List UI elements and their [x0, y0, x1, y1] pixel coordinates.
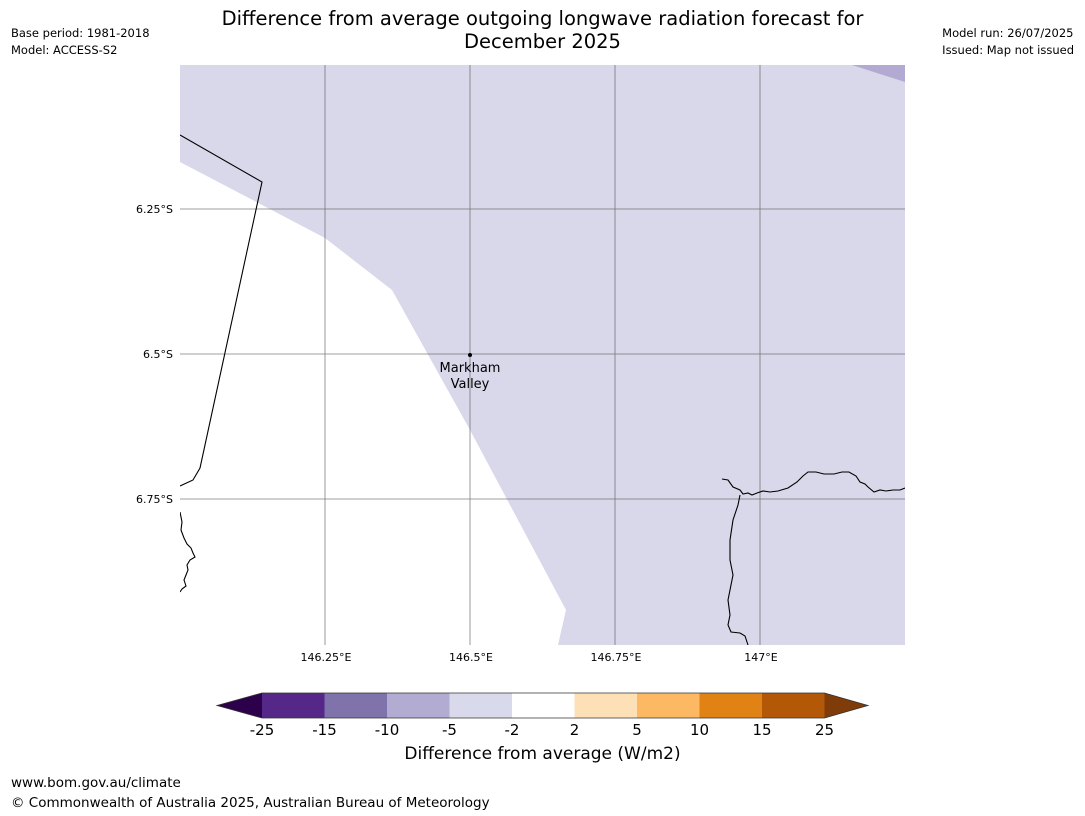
title-line-2: December 2025	[464, 30, 621, 53]
colorbar-tick-label: 5	[632, 721, 642, 739]
gridlines	[180, 65, 905, 645]
map-title: Difference from average outgoing longwav…	[180, 7, 905, 53]
lon-label: 146.5°E	[449, 651, 493, 664]
coastline-river	[727, 494, 749, 645]
fill-mid-purple	[852, 65, 905, 82]
model-run: Model run: 26/07/2025	[942, 26, 1074, 40]
colorbar-segment	[762, 693, 825, 718]
title-line-1: Difference from average outgoing longwav…	[221, 7, 864, 30]
place-name-line-1: Markham	[440, 361, 501, 376]
colorbar-arrow-max	[824, 693, 868, 718]
colorbar-ticks: -25 -15 -10 -5 -2 2 5 10 15 25	[250, 721, 834, 739]
colorbar-segment	[449, 693, 512, 718]
coastline-east	[721, 471, 905, 496]
border-line	[180, 134, 263, 487]
model-name: Model: ACCESS-S2	[11, 43, 118, 57]
place-name-line-2: Valley	[451, 377, 490, 392]
colorbar-tick-label: -10	[375, 721, 400, 739]
colorbar-segment	[387, 693, 450, 718]
colorbar-segment	[262, 693, 325, 718]
lat-label: 6.5°S	[143, 348, 173, 361]
lon-label: 146.25°E	[301, 651, 352, 664]
colorbar-segment	[637, 693, 700, 718]
fill-light-purple	[180, 65, 905, 645]
place-marker	[468, 353, 472, 357]
lon-labels: 146.25°E 146.5°E 146.75°E 147°E	[301, 651, 778, 664]
colorbar-tick-label: -25	[250, 721, 275, 739]
colorbar-segment	[574, 693, 637, 718]
colorbar-tick-label: 15	[752, 721, 771, 739]
colorbar-tick-label: -15	[312, 721, 337, 739]
colorbar-outline	[215, 692, 870, 719]
colorbar-segment	[699, 693, 762, 718]
footer-url: www.bom.gov.au/climate	[11, 775, 181, 791]
lat-label: 6.25°S	[136, 203, 173, 216]
meta-left: Base period: 1981-2018 Model: ACCESS-S2	[11, 25, 150, 59]
coastlines	[180, 134, 905, 645]
colorbar-tick-label: 10	[690, 721, 709, 739]
colorbar-tick-label: -2	[505, 721, 520, 739]
lon-label: 146.75°E	[591, 651, 642, 664]
place-label: Markham Valley	[440, 361, 501, 392]
colorbar-tick-label: 2	[570, 721, 580, 739]
issued-status: Issued: Map not issued	[942, 43, 1074, 57]
colorbar-tick-label: 25	[815, 721, 834, 739]
footer-copyright: © Commonwealth of Australia 2025, Austra…	[11, 795, 490, 811]
lat-labels: 6.25°S 6.5°S 6.75°S	[136, 203, 173, 506]
colorbar-tick-label: -5	[442, 721, 457, 739]
lat-label: 6.75°S	[136, 493, 173, 506]
meta-right: Model run: 26/07/2025 Issued: Map not is…	[942, 25, 1074, 59]
colorbar	[215, 692, 870, 719]
colorbar-segment	[324, 693, 387, 718]
lon-label: 147°E	[744, 651, 777, 664]
map-area	[180, 65, 905, 645]
base-period: Base period: 1981-2018	[11, 26, 150, 40]
colorbar-arrow-min	[217, 693, 262, 718]
colorbar-label: Difference from average (W/m2)	[404, 744, 681, 764]
coastline-west	[180, 511, 196, 593]
colorbar-segment	[512, 693, 575, 718]
